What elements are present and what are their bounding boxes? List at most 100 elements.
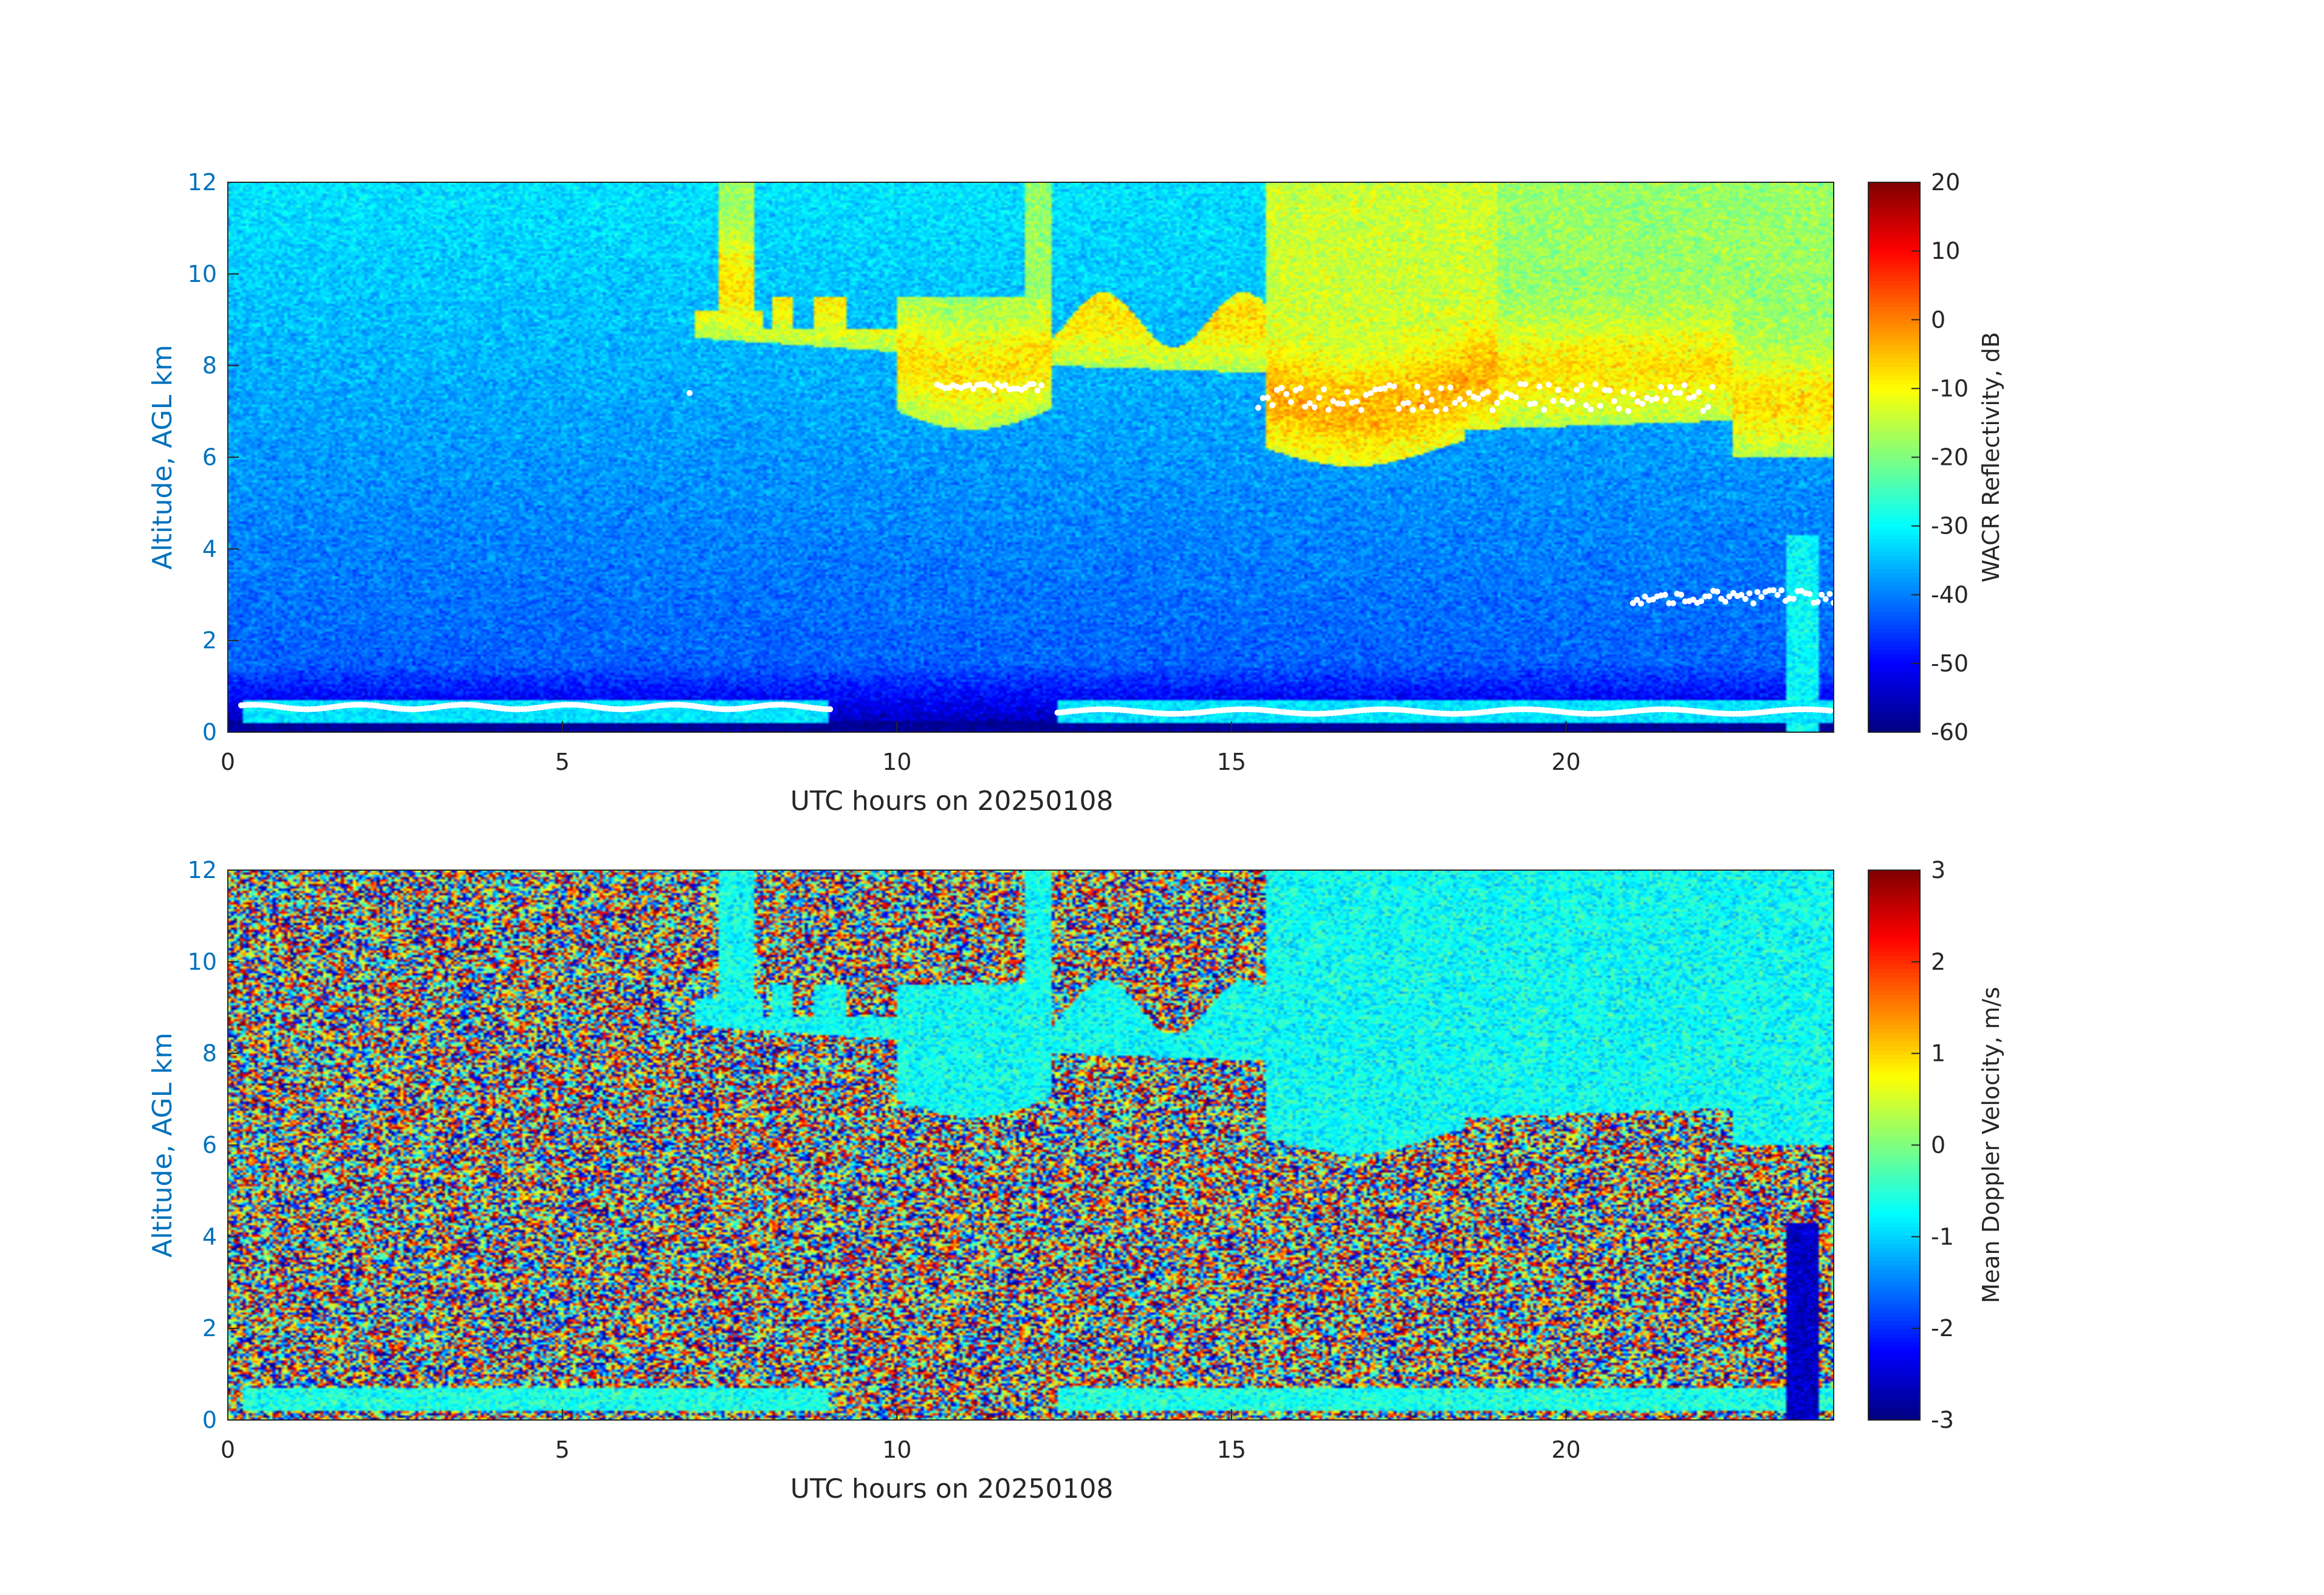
detection-marker bbox=[1503, 390, 1510, 397]
x-tick-label: 0 bbox=[221, 749, 235, 775]
colorbar-swatch bbox=[1868, 1230, 1920, 1236]
detection-marker bbox=[1311, 404, 1318, 411]
colorbar-swatch bbox=[1868, 715, 1920, 720]
colorbar-swatch bbox=[1868, 264, 1920, 269]
colorbar-swatch bbox=[1868, 650, 1920, 656]
colorbar-swatch bbox=[1868, 470, 1920, 475]
detection-marker bbox=[1814, 599, 1821, 605]
colorbar-swatch bbox=[1868, 1291, 1920, 1296]
detection-marker bbox=[1634, 398, 1641, 405]
colorbar-tick-label: -50 bbox=[1931, 650, 1969, 677]
detection-marker bbox=[1639, 400, 1646, 407]
colorbar-swatch bbox=[1868, 676, 1920, 682]
colorbar-swatch bbox=[1868, 1007, 1920, 1013]
colorbar-swatch bbox=[1868, 637, 1920, 643]
colorbar-swatch bbox=[1868, 1385, 1920, 1391]
colorbar-swatch bbox=[1868, 328, 1920, 334]
colorbar-swatch bbox=[1868, 964, 1920, 970]
colorbar-swatch bbox=[1868, 418, 1920, 424]
colorbar-swatch bbox=[1868, 380, 1920, 385]
colorbar-swatch bbox=[1868, 1304, 1920, 1309]
colorbar-swatch bbox=[1868, 349, 1920, 355]
detection-marker bbox=[1479, 391, 1486, 397]
colorbar-swatch bbox=[1868, 1128, 1920, 1133]
detection-marker bbox=[1662, 397, 1669, 403]
detection-marker bbox=[1255, 405, 1261, 411]
colorbar-swatch bbox=[1868, 1110, 1920, 1116]
colorbar-swatch bbox=[1868, 182, 1920, 188]
colorbar-swatch bbox=[1868, 719, 1920, 724]
x-tick-label: 5 bbox=[555, 749, 570, 775]
colorbar-swatch bbox=[1868, 474, 1920, 479]
colorbar-swatch bbox=[1868, 607, 1920, 613]
colorbar-swatch bbox=[1868, 367, 1920, 372]
colorbar-swatch bbox=[1868, 1329, 1920, 1335]
colorbar-swatch bbox=[1868, 345, 1920, 351]
colorbar-swatch bbox=[1868, 960, 1920, 966]
y-tick-label: 2 bbox=[202, 1315, 217, 1342]
colorbar-swatch bbox=[1868, 543, 1920, 548]
x-axis-label: UTC hours on 20250108 bbox=[790, 786, 1114, 817]
detection-marker bbox=[1662, 591, 1668, 598]
colorbar-swatch bbox=[1868, 444, 1920, 450]
colorbar-swatch bbox=[1868, 663, 1920, 668]
detection-marker bbox=[1260, 395, 1266, 402]
detection-marker bbox=[1273, 386, 1280, 393]
detection-marker bbox=[1461, 401, 1468, 408]
colorbar-swatch bbox=[1868, 625, 1920, 630]
colorbar-swatch bbox=[1868, 500, 1920, 506]
colorbar-swatch bbox=[1868, 1153, 1920, 1159]
detection-marker bbox=[1489, 407, 1496, 414]
detection-marker bbox=[1405, 399, 1411, 406]
detection-marker bbox=[1657, 383, 1664, 390]
detection-marker bbox=[1465, 389, 1472, 396]
colorbar-swatch bbox=[1868, 1346, 1920, 1352]
x-tick-label: 15 bbox=[1217, 1436, 1246, 1463]
detection-marker bbox=[1396, 405, 1402, 412]
colorbar-label: Mean Doppler Velocity, m/s bbox=[1978, 987, 2004, 1303]
colorbar-swatch bbox=[1868, 208, 1920, 213]
colorbar-swatch bbox=[1868, 281, 1920, 286]
detection-marker bbox=[1545, 382, 1552, 388]
colorbar-swatch bbox=[1868, 371, 1920, 377]
colorbar-swatch bbox=[1868, 251, 1920, 256]
detection-marker bbox=[1714, 588, 1721, 595]
detection-marker bbox=[1316, 394, 1323, 401]
colorbar-swatch bbox=[1868, 1076, 1920, 1082]
colorbar-swatch bbox=[1868, 900, 1920, 905]
colorbar-swatch bbox=[1868, 1312, 1920, 1318]
detection-marker bbox=[1578, 382, 1585, 389]
colorbar-swatch bbox=[1868, 414, 1920, 419]
detection-marker bbox=[1400, 400, 1407, 407]
colorbar-swatch bbox=[1868, 685, 1920, 690]
detection-marker bbox=[1353, 398, 1360, 405]
colorbar-swatch bbox=[1868, 1068, 1920, 1073]
detection-marker bbox=[1588, 406, 1594, 413]
colorbar-swatch bbox=[1868, 1166, 1920, 1171]
y-tick-label: 0 bbox=[202, 719, 217, 746]
detection-marker bbox=[1034, 387, 1041, 394]
colorbar-swatch bbox=[1868, 341, 1920, 346]
colorbar-swatch bbox=[1868, 221, 1920, 226]
colorbar-swatch bbox=[1868, 1295, 1920, 1301]
colorbar-swatch bbox=[1868, 482, 1920, 488]
detection-marker bbox=[1559, 397, 1566, 403]
colorbar-swatch bbox=[1868, 1364, 1920, 1370]
detection-marker bbox=[1592, 381, 1599, 388]
colorbar-swatch bbox=[1868, 1300, 1920, 1305]
colorbar-swatch bbox=[1868, 896, 1920, 901]
colorbar-swatch bbox=[1868, 947, 1920, 953]
colorbar-swatch bbox=[1868, 1179, 1920, 1185]
colorbar-swatch bbox=[1868, 1037, 1920, 1043]
detection-marker bbox=[1344, 389, 1351, 396]
detection-marker bbox=[1297, 385, 1304, 391]
colorbar-swatch bbox=[1868, 667, 1920, 673]
y-tick-label: 10 bbox=[188, 948, 217, 975]
colorbar-swatch bbox=[1868, 1132, 1920, 1137]
detection-marker bbox=[1754, 589, 1761, 595]
colorbar-swatch bbox=[1868, 573, 1920, 578]
detection-marker bbox=[1583, 402, 1589, 408]
colorbar-swatch bbox=[1868, 1257, 1920, 1262]
detection-marker bbox=[686, 389, 693, 396]
detection-marker bbox=[1653, 395, 1660, 402]
